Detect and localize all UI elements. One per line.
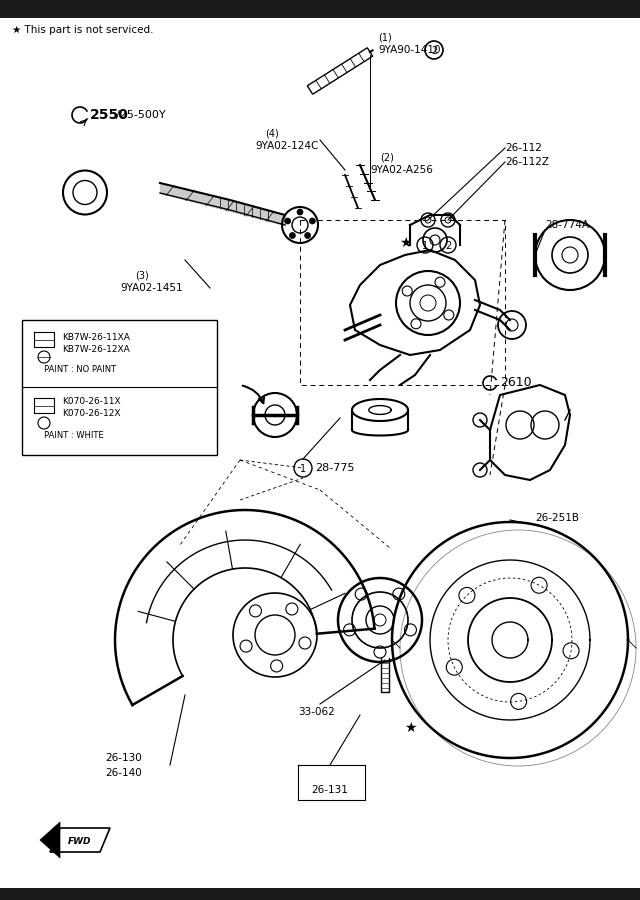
Text: 26-140: 26-140 [105,768,141,778]
Bar [22,320,217,455]
Text: 9YA90-1410: 9YA90-1410 [378,45,440,55]
Text: 2610: 2610 [500,376,532,390]
Text: 33-062: 33-062 [298,707,335,717]
Text: (4): (4) [265,129,279,139]
Polygon shape [50,828,110,852]
Text: PAINT : NO PAINT: PAINT : NO PAINT [44,365,116,374]
Text: 2: 2 [431,46,437,56]
Text: 9YA02-1451: 9YA02-1451 [120,283,182,293]
Text: 26-112Z: 26-112Z [505,157,549,167]
Circle shape [297,209,303,215]
Text: K070-26-11X: K070-26-11X [62,398,120,407]
Bar [0,888,640,900]
Text: 9YA02-124C: 9YA02-124C [255,141,318,151]
Circle shape [305,232,310,239]
Text: (1): (1) [378,33,392,43]
Circle shape [289,232,295,239]
Text: 26-130: 26-130 [105,753,141,763]
Text: 26-112: 26-112 [505,143,542,153]
Text: 2550: 2550 [90,108,129,122]
Text: ★: ★ [404,721,416,735]
Circle shape [309,218,316,224]
Text: (3): (3) [135,270,148,280]
Text: 1: 1 [300,464,306,474]
Text: ★: ★ [399,236,412,250]
Text: /25-500Y: /25-500Y [116,110,166,120]
Text: 26-251B: 26-251B [535,513,579,523]
Text: (2): (2) [380,153,394,163]
Text: KB7W-26-12XA: KB7W-26-12XA [62,346,130,355]
Text: K070-26-12X: K070-26-12X [62,410,120,418]
Text: KB7W-26-11XA: KB7W-26-11XA [62,334,130,343]
Text: 1: 1 [422,241,428,251]
Text: 9YA02-A256: 9YA02-A256 [370,165,433,175]
Text: 28-774A: 28-774A [545,220,589,230]
Text: ★ This part is not serviced.: ★ This part is not serviced. [12,25,154,35]
Polygon shape [40,822,60,858]
Text: 26-131: 26-131 [312,785,348,795]
Text: 28-775: 28-775 [315,463,355,473]
Text: PAINT : WHITE: PAINT : WHITE [44,430,104,439]
Circle shape [285,218,291,224]
Bar [0,0,640,18]
Text: 2: 2 [445,241,451,251]
Text: FWD: FWD [68,836,92,845]
